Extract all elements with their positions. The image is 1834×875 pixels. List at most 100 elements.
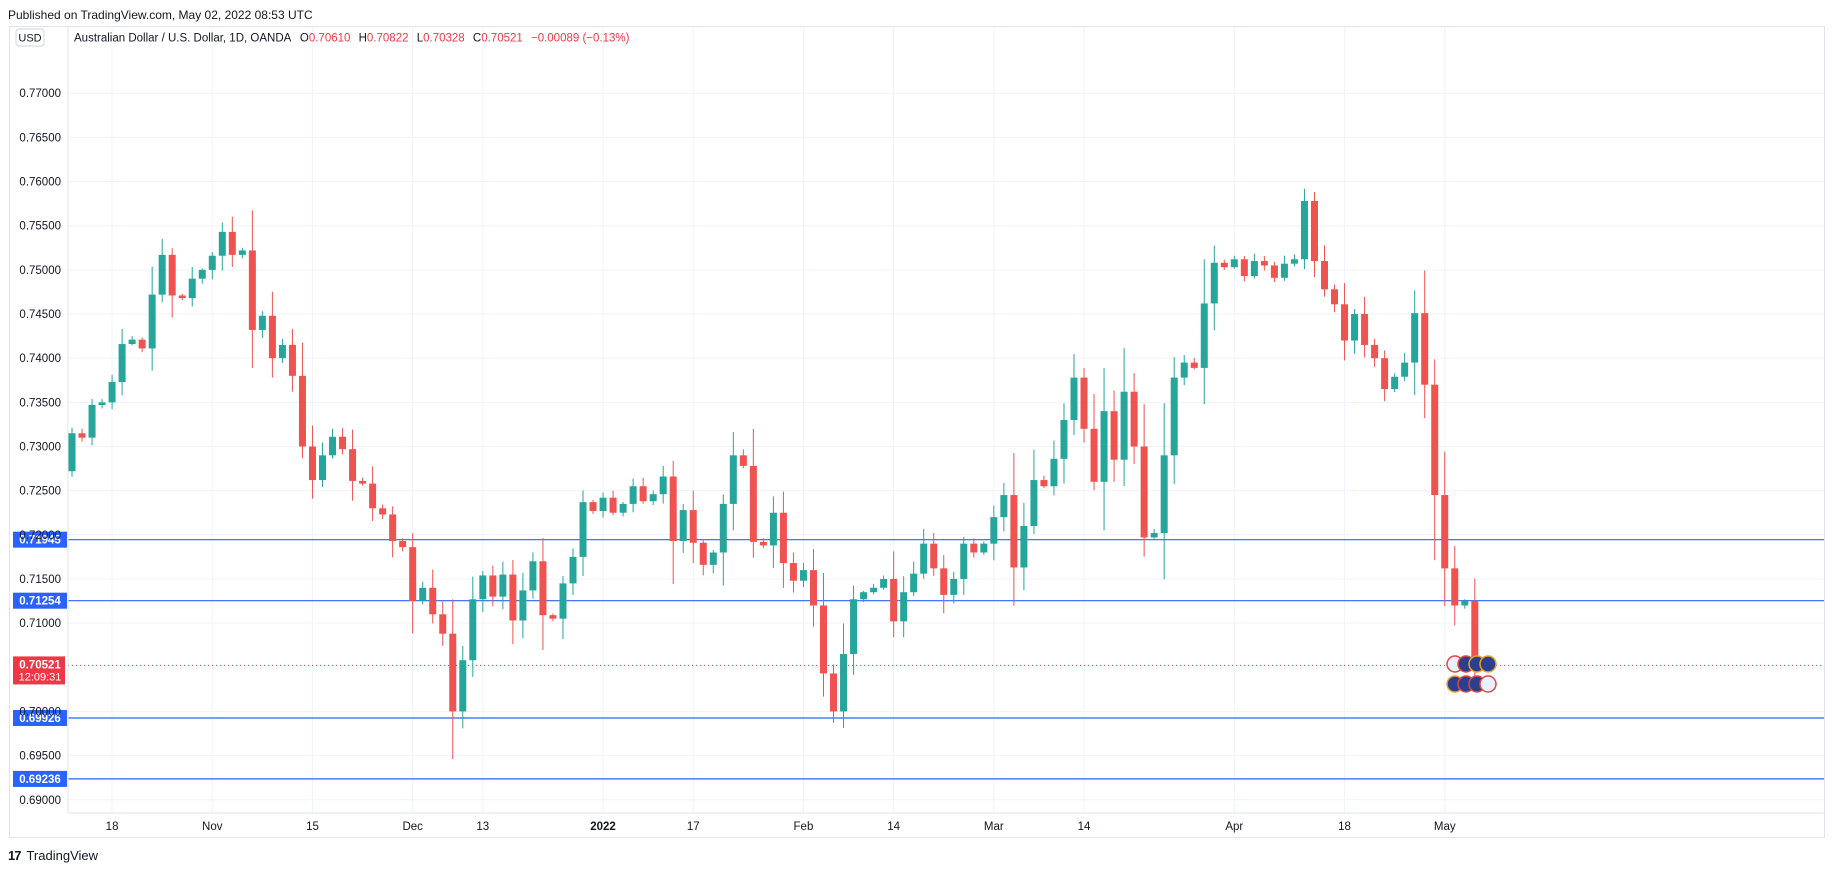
candle-down [288, 344, 296, 376]
candle-down [1190, 362, 1198, 368]
economic-event-flags[interactable] [1446, 655, 1497, 693]
candle-down [228, 231, 236, 255]
candle-up [208, 255, 216, 270]
price-tick-label: 0.76000 [19, 177, 61, 189]
candle-down [449, 633, 457, 712]
candles [68, 188, 1489, 760]
candle-up [329, 436, 337, 456]
candle-up [98, 402, 106, 405]
candle-down [308, 446, 316, 481]
candle-up [258, 315, 266, 330]
candle-down [509, 574, 517, 621]
candle-up [1461, 601, 1469, 606]
candle-up [218, 231, 226, 256]
currency-badge-box[interactable] [15, 28, 45, 47]
candle-down [379, 508, 387, 515]
price-tick-label: 0.77000 [19, 88, 61, 100]
candle-down [1240, 259, 1248, 277]
price-axis[interactable]: 0.77000 0.76500 0.76000 0.75500 0.75000 0.745… [19, 27, 69, 813]
candle-up [880, 578, 888, 588]
candle-up [1401, 362, 1409, 377]
candle-up [1030, 480, 1038, 526]
candle-down [168, 254, 176, 296]
candle-up [479, 575, 487, 600]
candle-down [1040, 480, 1048, 487]
candle-down [489, 575, 497, 597]
time-tick-label: Apr [1225, 821, 1243, 833]
candle-down [639, 486, 647, 502]
level-label-box [13, 592, 67, 609]
chart-frame[interactable]: 0.71945 0.71254 0.69926 0.69236 0.77000 0.76… [9, 26, 1825, 838]
candle-up [850, 599, 858, 655]
candle-up [1150, 533, 1158, 538]
candle-down [1310, 200, 1318, 262]
time-tick-label: 13 [476, 821, 489, 833]
ohlc-high: 0.70822 [367, 33, 409, 45]
price-tick-label: 0.74500 [19, 309, 61, 321]
candle-up [649, 494, 657, 502]
candle-down [1341, 304, 1349, 341]
candle-up [659, 476, 667, 495]
candle-up [68, 433, 76, 472]
candle-up [188, 278, 196, 299]
candle-up [569, 556, 577, 584]
time-tick-label: 18 [106, 821, 119, 833]
price-tick-label: 0.73500 [19, 397, 61, 409]
price-tick-label: 0.73000 [19, 441, 61, 453]
candle-up [469, 599, 477, 661]
candle-up [579, 502, 587, 557]
candle-up [990, 517, 998, 544]
au-flag-icon[interactable] [1479, 655, 1497, 673]
candle-up [629, 486, 637, 504]
candlestick-chart[interactable]: 0.71945 0.71254 0.69926 0.69236 0.77000 0.76… [10, 27, 1824, 837]
candle-up [1230, 259, 1238, 268]
candle-down [1421, 313, 1429, 385]
candle-down [248, 250, 256, 330]
candle-down [940, 568, 948, 595]
candle-down [359, 480, 367, 484]
tradingview-logo-icon[interactable]: 17 [8, 848, 22, 863]
candle-down [409, 547, 417, 602]
ohlc-h-label: H [359, 33, 367, 45]
candle-up [709, 552, 717, 565]
level-label-box [13, 770, 67, 787]
candle-down [268, 315, 276, 359]
candle-up [118, 344, 126, 383]
candle-down [1381, 358, 1389, 390]
candle-up [148, 294, 156, 349]
price-tick-label: 0.72500 [19, 486, 61, 498]
candle-down [669, 476, 677, 541]
tradingview-brand[interactable]: TradingView [26, 848, 99, 863]
candle-down [759, 541, 767, 546]
candle-down [779, 512, 787, 564]
candle-up [1351, 314, 1359, 341]
candle-down [749, 465, 757, 542]
price-tick-label: 0.69500 [19, 751, 61, 763]
candle-down [1451, 568, 1459, 606]
candle-down [1371, 344, 1379, 359]
candle-up [910, 573, 918, 593]
candle-down [1431, 384, 1439, 496]
candle-down [349, 449, 357, 481]
us-flag-icon[interactable] [1479, 675, 1497, 693]
price-tick-label: 0.71000 [19, 618, 61, 630]
candle-up [499, 574, 507, 597]
ohlc-l-label: L [417, 33, 424, 45]
candle-down [429, 587, 437, 615]
candle-down [389, 514, 397, 541]
candle-up [799, 570, 807, 581]
candle-up [108, 382, 116, 403]
candle-up [519, 590, 527, 621]
currency-badge[interactable]: USD [18, 33, 41, 45]
candle-down [890, 578, 898, 622]
ohlc-o-label: O [300, 33, 309, 45]
last-price-box [13, 656, 65, 685]
level-label: 0.69236 [19, 774, 61, 786]
price-tick-label: 0.69000 [19, 795, 61, 807]
ohlc-change: −0.00089 (−0.13%) [531, 33, 630, 45]
time-axis[interactable]: 18 Nov 15 Dec 13 2022 17 Feb 14 Mar 14 Apr 18 May [68, 812, 1824, 833]
time-tick-label: 17 [687, 821, 700, 833]
ohlc-open: 0.70610 [309, 33, 351, 45]
last-price-value: 0.70521 [19, 659, 61, 671]
candle-up [679, 510, 687, 541]
